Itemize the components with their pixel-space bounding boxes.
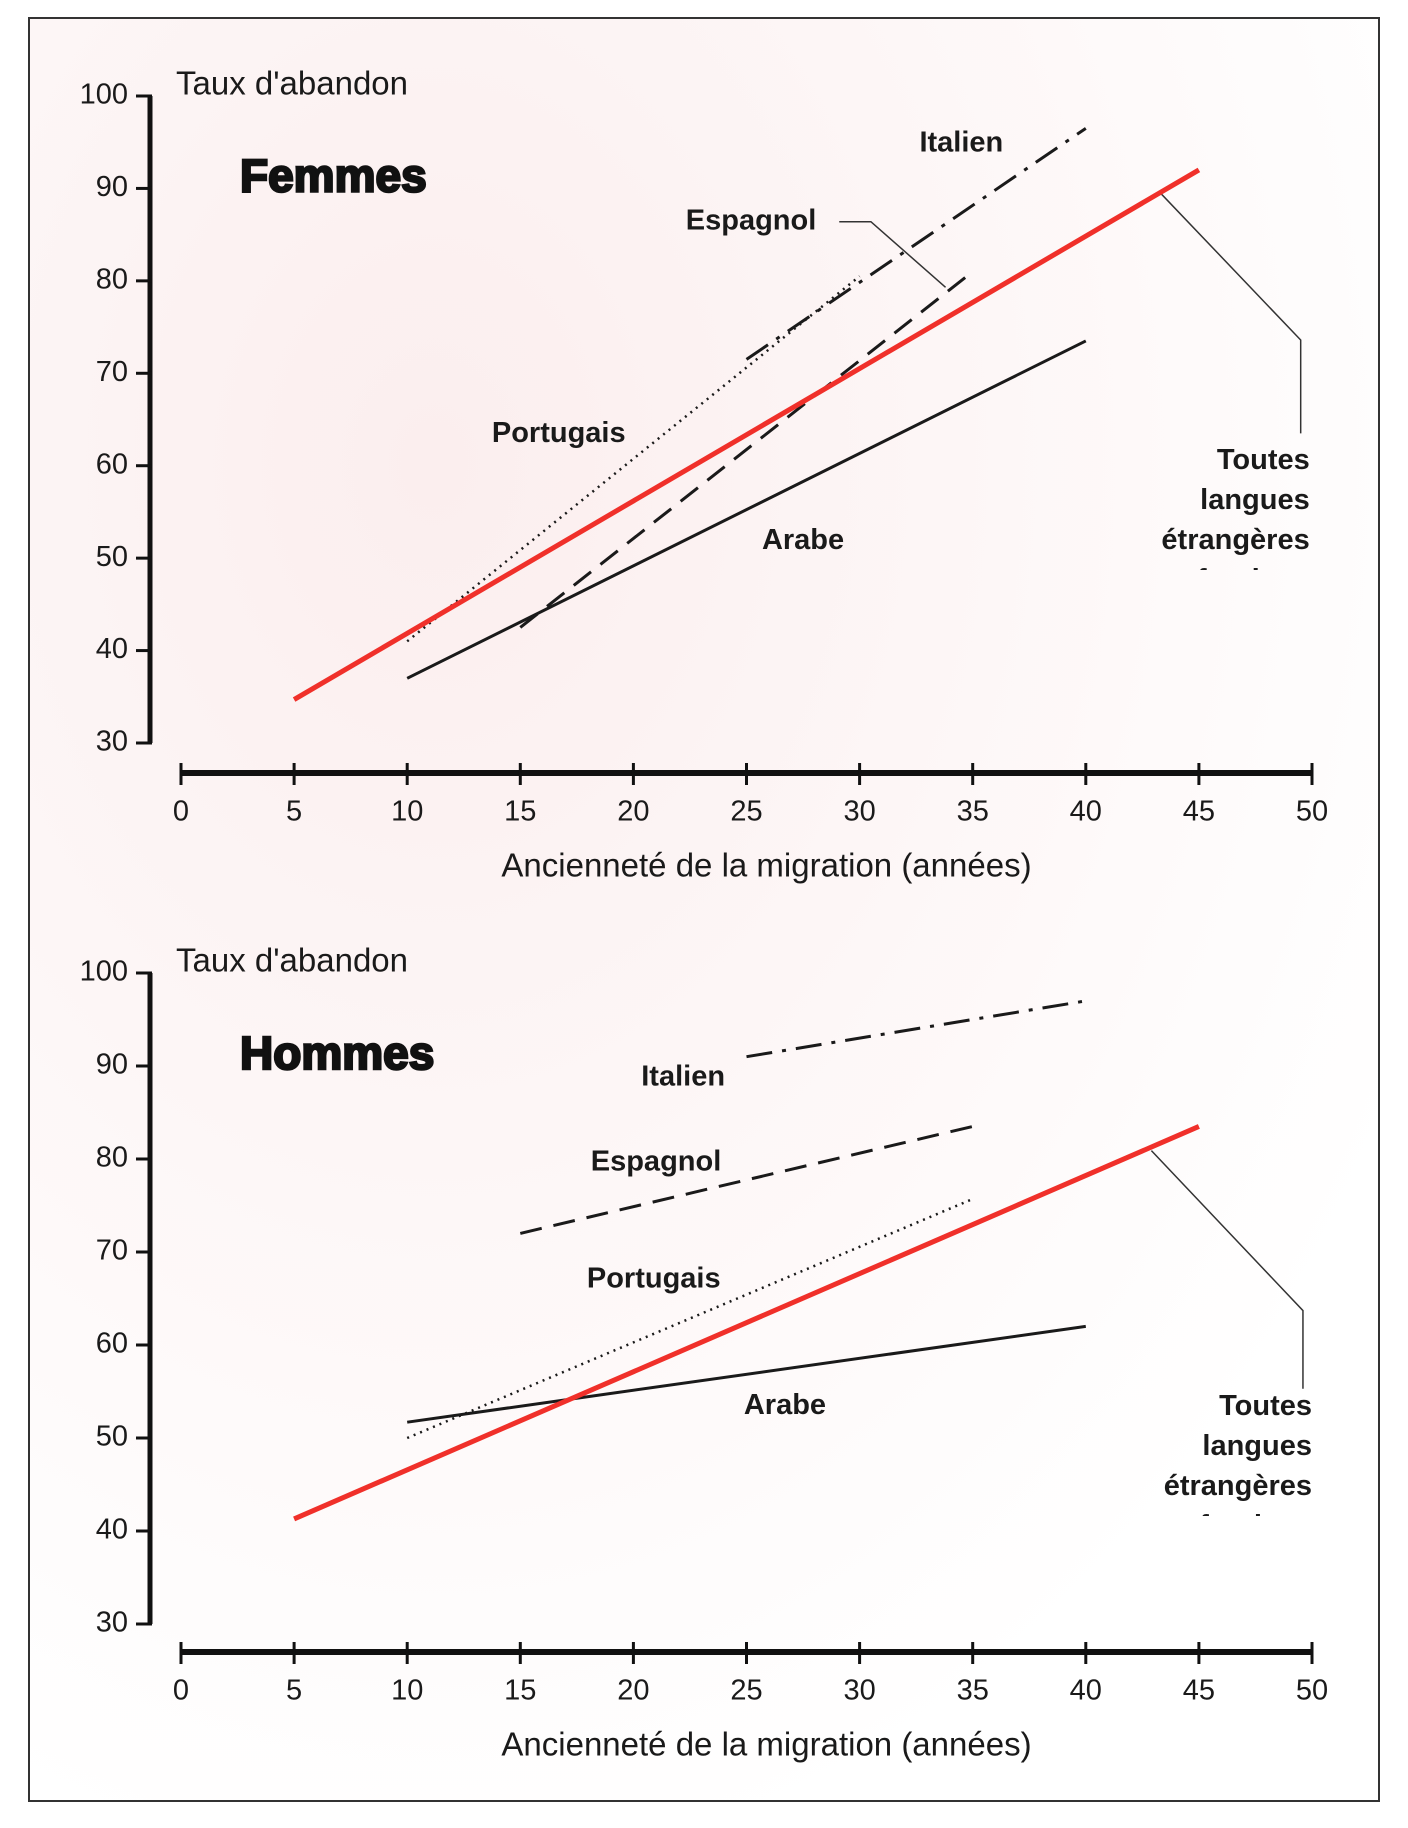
y-axis-label: Taux d'abandon — [176, 942, 408, 979]
x-tick-label: 0 — [173, 1675, 189, 1707]
series-line — [293, 1124, 1200, 1522]
x-axis-label: Ancienneté de la migration (années) — [501, 847, 1031, 884]
series-line — [406, 339, 1087, 680]
series-line — [292, 167, 1201, 702]
x-axis-label: Ancienneté de la migration (années) — [501, 1726, 1031, 1763]
y-tick-label: 100 — [80, 79, 128, 111]
y-tick-label: 90 — [96, 1049, 128, 1081]
series-label: Toutes langues étrangères confondues — [1148, 1390, 1312, 1516]
y-tick-label: 40 — [96, 633, 128, 665]
series-line — [745, 127, 1087, 361]
series-label: Espagnol — [591, 1145, 722, 1177]
x-tick-label: 35 — [957, 796, 989, 828]
series-line — [406, 275, 861, 643]
x-tick-label: 15 — [504, 796, 536, 828]
y-tick-label: 30 — [96, 726, 128, 758]
frame — [28, 17, 1380, 1802]
series-label: Espagnol — [686, 204, 817, 236]
leader-line — [1150, 1150, 1304, 1389]
y-tick-label: 60 — [96, 1328, 128, 1360]
x-tick-label: 45 — [1183, 1675, 1215, 1707]
y-tick-label: 80 — [96, 1142, 128, 1174]
x-tick-label: 20 — [617, 1675, 649, 1707]
x-tick-label: 40 — [1070, 1675, 1102, 1707]
series-label: Italien — [919, 127, 1003, 159]
y-tick-label: 40 — [96, 1514, 128, 1546]
y-tick-label: 50 — [96, 541, 128, 573]
x-tick-label: 10 — [391, 796, 423, 828]
series-label-box: Toutes langues étrangères confondues — [1145, 444, 1310, 570]
x-tick-label: 0 — [173, 796, 189, 828]
y-tick-label: 80 — [96, 264, 128, 296]
x-tick-label: 5 — [286, 796, 302, 828]
chart-title: Femmes — [240, 149, 427, 201]
x-tick-label: 20 — [617, 796, 649, 828]
chart-title: Hommes — [240, 1027, 434, 1079]
x-tick-label: 30 — [843, 796, 875, 828]
x-tick-label: 15 — [504, 1675, 536, 1707]
series-line — [746, 999, 1087, 1059]
x-tick-label: 30 — [843, 1675, 875, 1707]
series-line — [519, 1124, 974, 1235]
series-label: Toutes langues étrangères confondues — [1145, 444, 1310, 570]
y-tick-label: 70 — [96, 1235, 128, 1267]
x-tick-label: 50 — [1296, 796, 1328, 828]
x-tick-label: 40 — [1070, 796, 1102, 828]
series-label: Portugais — [492, 417, 626, 449]
x-tick-label: 25 — [730, 796, 762, 828]
x-tick-label: 10 — [391, 1675, 423, 1707]
leader-line — [839, 220, 947, 288]
series-label-box: Toutes langues étrangères confondues — [1148, 1390, 1312, 1516]
series-line — [406, 1197, 974, 1440]
y-tick-label: 90 — [96, 171, 128, 203]
y-tick-label: 100 — [80, 956, 128, 988]
x-tick-label: 45 — [1183, 796, 1215, 828]
y-tick-label: 70 — [96, 356, 128, 388]
leader-line — [1159, 192, 1302, 434]
y-tick-label: 60 — [96, 448, 128, 480]
x-tick-label: 50 — [1296, 1675, 1328, 1707]
x-tick-label: 5 — [286, 1675, 302, 1707]
y-tick-label: 50 — [96, 1421, 128, 1453]
series-label: Arabe — [762, 524, 844, 556]
y-axis-label: Taux d'abandon — [176, 65, 408, 102]
series-line — [406, 1324, 1087, 1424]
series-label: Italien — [641, 1061, 725, 1093]
series-line — [519, 270, 974, 629]
y-tick-label: 30 — [96, 1607, 128, 1639]
x-tick-label: 25 — [730, 1675, 762, 1707]
series-label: Portugais — [587, 1263, 721, 1295]
series-label: Arabe — [744, 1389, 826, 1421]
x-tick-label: 35 — [957, 1675, 989, 1707]
